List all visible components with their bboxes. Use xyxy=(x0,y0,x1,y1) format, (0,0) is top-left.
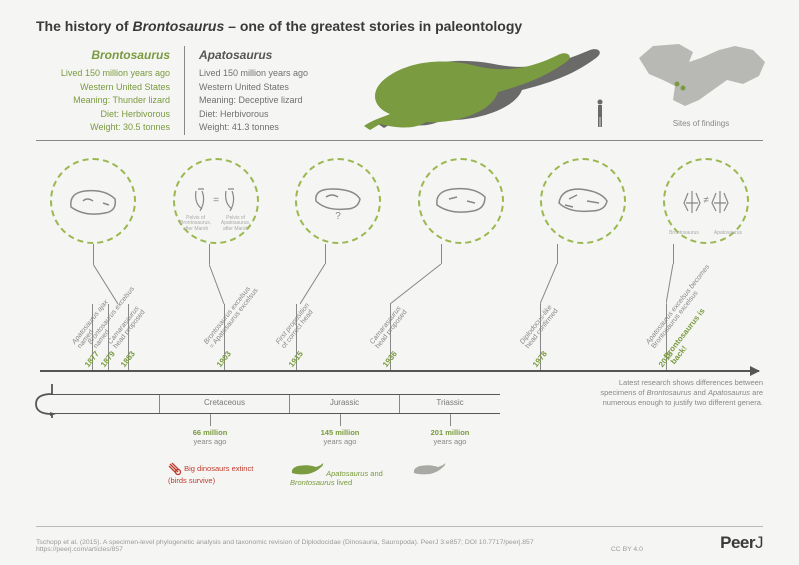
geo-tick xyxy=(210,414,211,426)
svg-text:?: ? xyxy=(335,211,341,221)
geo-segment xyxy=(50,395,160,413)
mini-label: Pelvis of Apatosaurus, after Marsh xyxy=(219,216,253,233)
geo-mark-label: 66 millionyears ago xyxy=(170,428,250,446)
logo-text: J xyxy=(755,533,763,552)
apato-fact: Western United States xyxy=(199,81,332,95)
connector xyxy=(540,264,559,304)
note-text: Apatosaurus xyxy=(708,388,750,397)
note-text: Brontosaurus xyxy=(647,388,692,397)
grey-silhouette-legend xyxy=(412,462,446,478)
fossil-bubble xyxy=(418,158,504,244)
citation: Tschopp et al. (2015). A specimen-level … xyxy=(36,539,534,546)
logo-text: Peer xyxy=(720,533,755,552)
fossil-bubble-row: = Pelvis of Brontosaurus, after Marsh Pe… xyxy=(50,158,749,244)
svg-text:≠: ≠ xyxy=(703,195,709,206)
legend-text: Apatosaurus xyxy=(326,469,368,478)
divider xyxy=(36,140,763,141)
geo-tick xyxy=(450,414,451,426)
map-caption: Sites of findings xyxy=(631,119,771,128)
peerj-logo: PeerJ xyxy=(720,533,763,553)
skull-question-icon: ? xyxy=(310,181,366,221)
title-text-a: The history of xyxy=(36,18,132,34)
lived-legend: Apatosaurus and Brontosaurus lived xyxy=(290,462,400,488)
bronto-fact: Meaning: Thunder lizard xyxy=(36,94,170,108)
timeline-axis xyxy=(40,370,759,372)
human-scale-icon xyxy=(598,100,603,128)
svg-text:=: = xyxy=(213,195,219,206)
apato-fact: Diet: Herbivorous xyxy=(199,108,332,122)
bronto-fact: Diet: Herbivorous xyxy=(36,108,170,122)
bronto-fact: Lived 150 million years ago xyxy=(36,67,170,81)
event-label: Camarasaurushead proposed xyxy=(369,305,409,350)
bronto-fact: Western United States xyxy=(36,81,170,95)
event-year: 1978 xyxy=(531,349,549,369)
stem xyxy=(93,244,94,264)
event-year: 1936 xyxy=(381,349,399,369)
license: CC BY 4.0 xyxy=(611,546,643,553)
apato-fact: Weight: 41.3 tonnes xyxy=(199,121,332,135)
apato-fact: Lived 150 million years ago xyxy=(199,67,332,81)
geo-hook-icon xyxy=(32,384,56,418)
research-note: Latest research shows differences betwee… xyxy=(593,378,763,407)
event-year: 1879 xyxy=(99,349,117,369)
connector xyxy=(666,264,675,304)
comparison-block: Brontosaurus Lived 150 million years ago… xyxy=(36,46,332,135)
connector xyxy=(209,264,226,304)
event-year: 1883 xyxy=(119,349,137,369)
fossil-bubble: ≠ Brontosaurus Apatosaurus xyxy=(663,158,749,244)
north-america-map-icon xyxy=(631,40,771,110)
apato-name: Apatosaurus xyxy=(199,46,332,64)
footer: Tschopp et al. (2015). A specimen-level … xyxy=(36,526,763,553)
note-text: and xyxy=(691,388,708,397)
geological-strip: CretaceousJurassicTriassic xyxy=(50,394,500,414)
dino-silhouettes xyxy=(364,42,614,130)
event-year: 1877 xyxy=(83,349,101,369)
extinction-legend: Big dinosaurs extinct (birds survive) xyxy=(168,462,258,485)
mini-bronto-icon xyxy=(290,462,324,476)
stem xyxy=(325,244,326,264)
apato-column: Apatosaurus Lived 150 million years ago … xyxy=(184,46,332,135)
bronto-column: Brontosaurus Lived 150 million years ago… xyxy=(36,46,184,135)
geo-mark-label: 201 millionyears ago xyxy=(410,428,490,446)
mini-label: Pelvis of Brontosaurus, after Marsh xyxy=(179,216,213,233)
mini-label: Brontosaurus xyxy=(667,231,701,237)
legend-text: and xyxy=(368,469,383,478)
event-year: 1903 xyxy=(215,349,233,369)
legend-text: Brontosaurus xyxy=(290,478,335,487)
connector xyxy=(300,264,327,304)
map-block: Sites of findings xyxy=(631,40,771,128)
mini-label: Apatosaurus xyxy=(711,231,745,237)
bronto-fact: Weight: 30.5 tonnes xyxy=(36,121,170,135)
stem xyxy=(557,244,558,264)
geo-segment: Triassic xyxy=(400,395,500,413)
fossil-bubble: = Pelvis of Brontosaurus, after Marsh Pe… xyxy=(173,158,259,244)
geo-mark-label: 145 millionyears ago xyxy=(300,428,380,446)
impact-icon xyxy=(168,462,182,476)
stem xyxy=(673,244,674,264)
fossil-bubble xyxy=(540,158,626,244)
stem xyxy=(209,244,210,264)
geo-tick xyxy=(340,414,341,426)
vertebrae-compare-icon: ≠ xyxy=(678,181,734,221)
fossil-bubble xyxy=(50,158,136,244)
legend-text: lived xyxy=(335,478,353,487)
skull-icon xyxy=(433,181,489,221)
title-text-b: Brontosaurus xyxy=(132,18,224,34)
bronto-name: Brontosaurus xyxy=(36,46,170,64)
connector xyxy=(93,264,120,304)
geo-segment: Cretaceous xyxy=(160,395,290,413)
mini-dino-icon xyxy=(412,462,446,476)
skull-icon xyxy=(555,181,611,221)
fossil-bubble: ? xyxy=(295,158,381,244)
skull-icon xyxy=(65,181,121,221)
connector xyxy=(390,264,443,304)
apato-fact: Meaning: Deceptive lizard xyxy=(199,94,332,108)
timeline: 1877Apatosaurus ajaxnamed1879Brontosauru… xyxy=(50,248,749,378)
citation-url: https://peerj.com/articles/857 xyxy=(36,546,534,553)
stem xyxy=(441,244,442,264)
title-text-c: – one of the greatest stories in paleont… xyxy=(224,18,522,34)
event-year: 1915 xyxy=(287,349,305,369)
page-title: The history of Brontosaurus – one of the… xyxy=(36,18,522,34)
geo-segment: Jurassic xyxy=(290,395,400,413)
